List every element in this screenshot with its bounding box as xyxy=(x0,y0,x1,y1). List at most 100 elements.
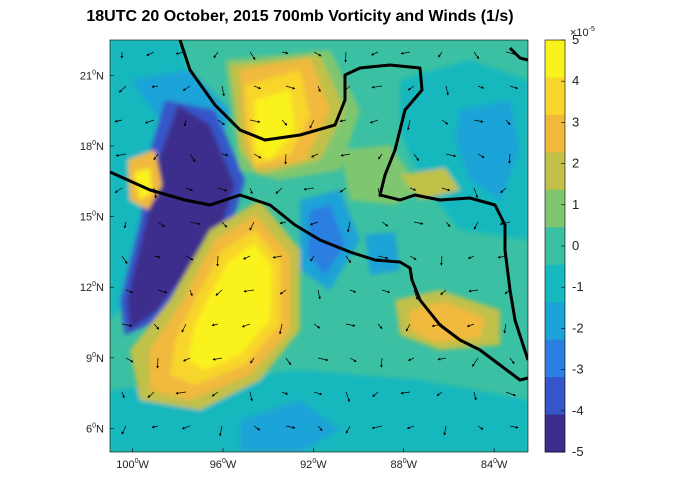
wind-arrow xyxy=(157,289,168,294)
wind-arrow xyxy=(219,425,223,437)
wind-arrow xyxy=(473,51,479,60)
x-tick-label: 840W xyxy=(481,458,508,471)
colorbar-step xyxy=(545,40,565,78)
colorbar-step xyxy=(545,264,565,303)
wind-arrow xyxy=(468,289,479,293)
wind-arrow xyxy=(509,357,515,365)
field-pos5-north xyxy=(255,90,295,160)
coastlines xyxy=(110,40,528,382)
x-axis: 1000W 960W 920W 880W 840W xyxy=(116,448,508,471)
wind-arrow xyxy=(345,323,356,327)
wind-arrow xyxy=(284,153,287,165)
wind-arrow xyxy=(285,357,291,366)
wind-arrow xyxy=(313,323,321,329)
y-tick-degrees: 9 xyxy=(86,353,92,365)
wind-arrow xyxy=(405,323,411,332)
wind-arrow xyxy=(317,357,329,362)
x-tick-label: 1000W xyxy=(116,458,149,471)
wind-arrow xyxy=(409,187,417,191)
x-tick-degree-sign: 0 xyxy=(312,458,316,465)
wind-arrow xyxy=(499,221,511,226)
wind-arrow xyxy=(381,289,391,294)
y-tick-degree-sign: 0 xyxy=(92,352,96,359)
wind-arrow xyxy=(505,51,517,56)
wind-arrow xyxy=(153,153,159,161)
wind-arrow xyxy=(144,119,155,124)
colorbar-tick-label: -5 xyxy=(572,444,584,459)
wind-arrow xyxy=(253,425,261,431)
y-tick-degree-sign: 0 xyxy=(92,422,96,429)
wind-arrow xyxy=(115,153,127,157)
wind-arrow xyxy=(503,323,507,334)
wind-arrow xyxy=(345,391,350,403)
y-tick-hemisphere: N xyxy=(96,353,104,365)
wind-arrow xyxy=(213,51,219,59)
wind-arrow xyxy=(310,255,315,262)
wind-arrow xyxy=(445,153,457,158)
wind-arrow xyxy=(440,255,443,266)
wind-arrow xyxy=(249,187,253,195)
y-tick-label: 90N xyxy=(86,352,104,365)
wind-arrow xyxy=(175,51,187,55)
wind-arrow xyxy=(118,85,127,93)
colorbar-tick-label: 3 xyxy=(572,114,579,129)
wind-arrow xyxy=(369,119,379,124)
wind-arrow xyxy=(303,187,315,191)
wind-arrow xyxy=(241,323,251,328)
wind-arrow xyxy=(377,255,389,260)
vorticity-field xyxy=(110,40,528,452)
wind-arrow xyxy=(189,153,196,163)
wind-arrow xyxy=(445,221,451,228)
wind-arrow xyxy=(189,221,201,225)
colorbar-tick-label: 2 xyxy=(572,156,579,171)
colorbar-step xyxy=(545,227,565,266)
wind-arrow xyxy=(407,85,415,91)
wind-arrow xyxy=(249,221,255,231)
wind-arrow xyxy=(215,289,223,296)
colorbar-step xyxy=(545,77,565,116)
colorbar-tick-label: 0 xyxy=(572,238,579,253)
coastline-mexico-gulf xyxy=(178,40,528,361)
wind-arrow xyxy=(146,51,155,56)
wind-arrow xyxy=(436,391,443,396)
wind-arrow xyxy=(157,221,165,228)
wind-arrow xyxy=(505,119,511,126)
wind-arrow xyxy=(344,51,347,63)
wind-arrow xyxy=(185,187,194,192)
wind-arrow xyxy=(309,221,319,226)
wind-arrow xyxy=(347,221,351,233)
y-tick-degrees: 15 xyxy=(80,212,92,224)
y-tick-degrees: 6 xyxy=(86,423,92,435)
x-tick-hemisphere: W xyxy=(316,459,327,471)
colorbar-steps xyxy=(545,40,565,453)
x-tick-hemisphere: W xyxy=(407,459,418,471)
field-neg5 xyxy=(127,105,235,330)
y-tick-degree-sign: 0 xyxy=(92,140,96,147)
colorbar-tick-label: 4 xyxy=(572,73,579,88)
x-tick-hemisphere: W xyxy=(497,459,508,471)
colorbar-exponent-base: ×10 xyxy=(570,27,589,39)
wind-arrow xyxy=(121,425,127,435)
wind-arrow xyxy=(183,119,187,127)
x-tick-degree-sign: 0 xyxy=(222,458,226,465)
y-tick-label: 150N xyxy=(80,211,104,224)
wind-arrow xyxy=(221,221,228,228)
wind-arrow xyxy=(175,391,187,395)
wind-arrow xyxy=(123,221,127,229)
wind-arrow xyxy=(183,357,191,362)
wind-arrow xyxy=(509,85,519,90)
y-tick-degrees: 18 xyxy=(80,141,92,153)
wind-arrow xyxy=(249,119,261,123)
field-neg2-mid xyxy=(365,232,400,275)
wind-arrow xyxy=(125,289,134,294)
wind-arrow xyxy=(413,221,424,225)
wind-vectors xyxy=(114,51,519,437)
wind-arrow xyxy=(151,85,159,88)
wind-arrow xyxy=(212,357,223,361)
field-pos1-northeast xyxy=(340,145,420,205)
wind-arrow xyxy=(114,187,123,193)
wind-arrow xyxy=(317,425,323,432)
wind-arrow xyxy=(221,85,225,97)
